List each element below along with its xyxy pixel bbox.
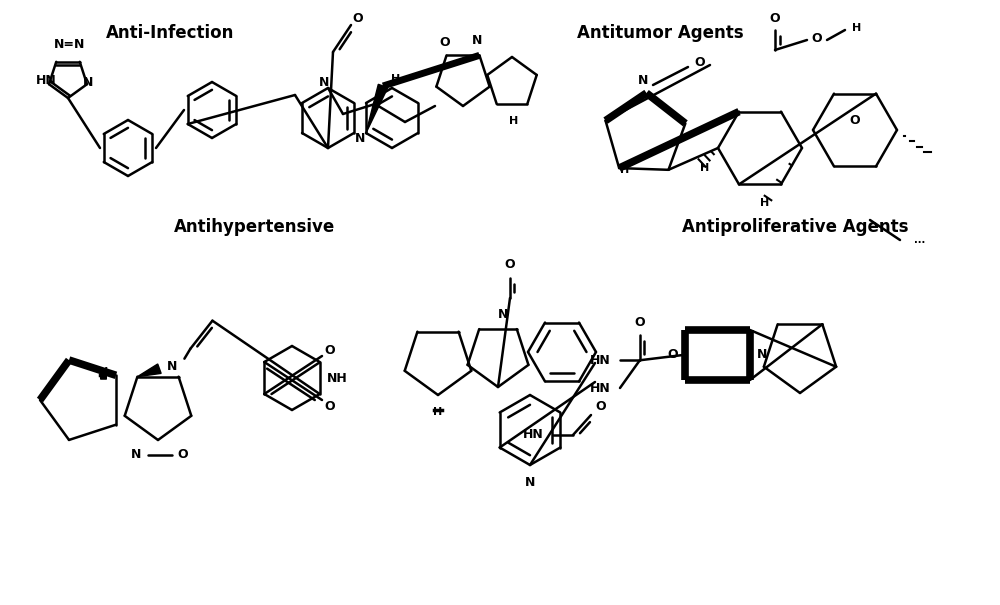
Text: N: N — [83, 76, 93, 90]
Text: N: N — [525, 476, 535, 488]
Text: H: H — [433, 407, 443, 417]
Text: O: O — [440, 36, 450, 50]
Text: N: N — [319, 76, 329, 88]
Text: O: O — [770, 11, 780, 24]
Text: H: H — [852, 23, 862, 33]
Text: Anti-Infection: Anti-Infection — [106, 24, 234, 42]
Text: NH: NH — [327, 371, 347, 385]
Text: N: N — [757, 348, 767, 362]
Text: O: O — [596, 401, 606, 413]
Text: N: N — [498, 309, 508, 321]
Text: N: N — [472, 33, 482, 47]
Text: Antitumor Agents: Antitumor Agents — [577, 24, 743, 42]
Text: H: H — [700, 163, 710, 173]
Text: H: H — [391, 74, 401, 84]
Text: O: O — [505, 258, 515, 272]
Text: ...: ... — [914, 235, 926, 245]
Text: H: H — [760, 198, 770, 208]
Text: HN: HN — [590, 382, 610, 394]
Text: Antihypertensive: Antihypertensive — [174, 218, 336, 236]
Text: HN: HN — [36, 73, 56, 87]
Text: O: O — [353, 11, 363, 24]
Text: O: O — [325, 399, 335, 413]
Text: O: O — [668, 348, 678, 362]
Text: N: N — [167, 360, 178, 373]
Text: N: N — [638, 73, 648, 87]
Text: N: N — [355, 131, 365, 145]
Text: O: O — [812, 31, 822, 45]
Text: H: H — [509, 116, 519, 126]
Text: O: O — [850, 114, 860, 126]
Polygon shape — [366, 84, 388, 133]
Text: HN: HN — [590, 353, 610, 367]
Text: Antiproliferative Agents: Antiproliferative Agents — [682, 218, 908, 236]
Text: O: O — [695, 56, 705, 68]
Text: O: O — [178, 448, 188, 462]
Text: O: O — [325, 344, 335, 356]
Text: H: H — [620, 165, 630, 175]
Polygon shape — [137, 364, 161, 377]
Text: H: H — [99, 367, 109, 377]
Text: N=N: N=N — [54, 39, 86, 51]
Text: O: O — [635, 315, 645, 329]
Text: N: N — [131, 448, 141, 462]
Text: HN: HN — [523, 428, 543, 442]
